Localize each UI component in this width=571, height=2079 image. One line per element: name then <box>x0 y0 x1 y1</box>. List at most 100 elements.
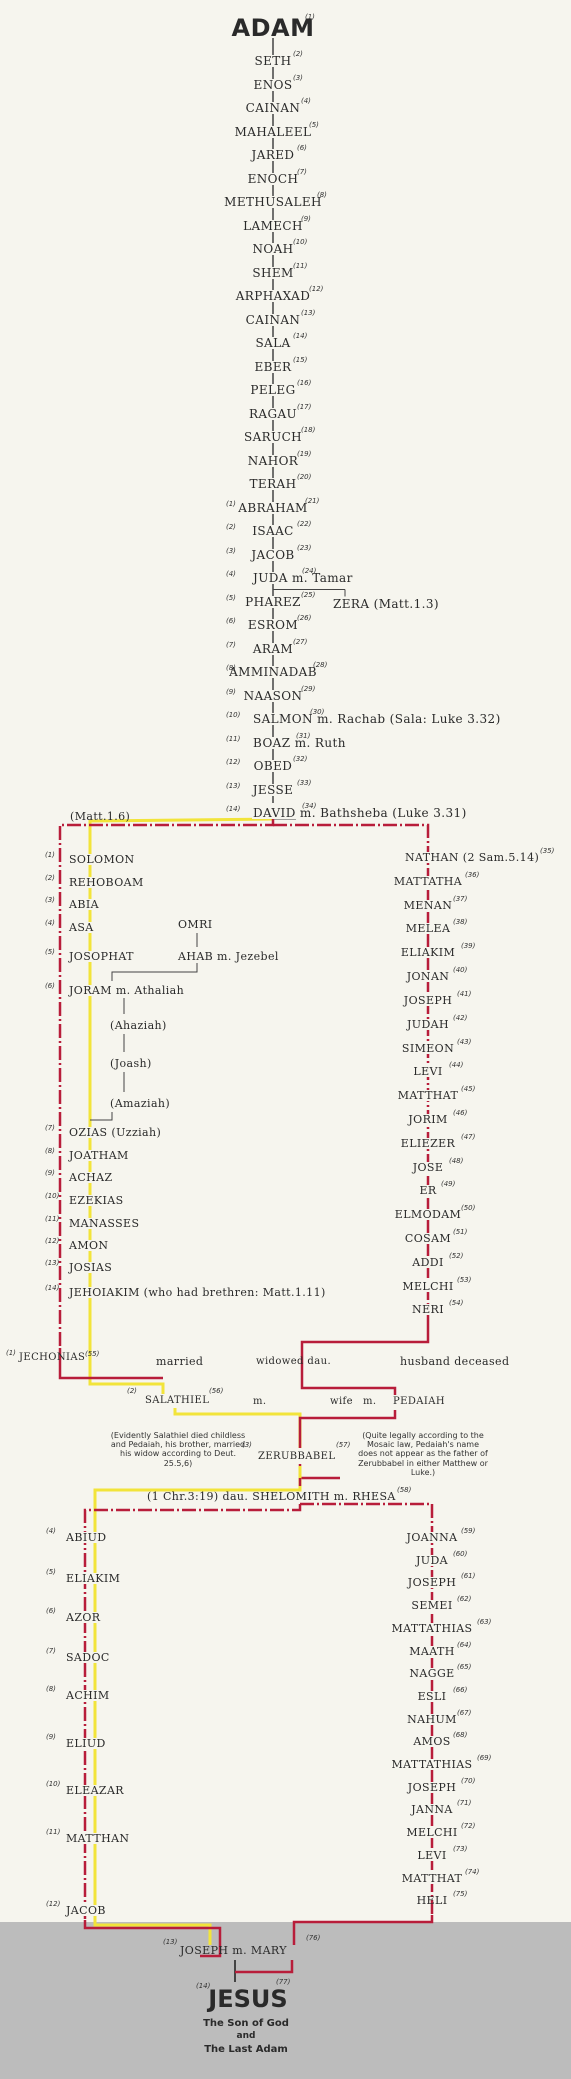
subtitle-last-adam: The Last Adam <box>204 2044 288 2055</box>
person-num-18: (20) <box>297 473 312 481</box>
luke-line-1: JUDA <box>415 1553 449 1567</box>
person-lnum-20: (2) <box>226 523 236 531</box>
matthew-line-7: MATTHAN <box>66 1832 130 1845</box>
red-line-nathan <box>273 823 430 1318</box>
nathan-line-14: ER <box>419 1184 437 1197</box>
nathan-line-num-18: (53) <box>457 1276 472 1284</box>
luke-line-num-7: (66) <box>453 1685 468 1694</box>
nathan-line-0: NATHAN (2 Sam.5.14) <box>405 851 540 864</box>
person-lnum-22: (4) <box>226 570 236 578</box>
zerubbabel-lnum: (3) <box>242 1441 252 1449</box>
matthew-line-num-5: (9) <box>46 1733 56 1741</box>
nathan-line-num-7: (42) <box>453 1014 468 1022</box>
person-31: JESSE <box>251 782 295 797</box>
person-10: ARPHAXAD <box>234 289 312 303</box>
person-num-10: (12) <box>309 285 324 293</box>
nathan-line-num-19: (54) <box>449 1299 464 1307</box>
person-num-6: (8) <box>317 191 327 199</box>
solomon-line-0: SOLOMON <box>69 853 135 866</box>
nathan-line-num-0: (35) <box>540 847 555 855</box>
luke-line-num-3: (62) <box>457 1595 472 1604</box>
matthew-line-1: ELIAKIM <box>66 1572 121 1585</box>
person-11: CAINAN <box>244 312 302 327</box>
nathan-line-3: MELEA <box>405 922 451 935</box>
person-num-12: (14) <box>293 332 308 340</box>
nathan-line-15: ELMODAM <box>394 1208 462 1221</box>
matthew-line-num-8: (12) <box>46 1900 61 1908</box>
nathan-line-16: COSAM <box>404 1232 452 1245</box>
nathan-line-12: ELIEZER <box>400 1137 456 1150</box>
luke-line-num-16: (75) <box>453 1890 468 1899</box>
person-18: TERAH <box>248 477 298 491</box>
person-13: EBER <box>253 359 293 374</box>
nathan-line-11: JORIM <box>408 1113 448 1126</box>
bottom-band <box>0 1922 571 2079</box>
note-pedaiah: (Quite legally according to the Mosaic l… <box>358 1431 488 1477</box>
person-lnum-23: (5) <box>226 593 236 602</box>
luke-line-12: JANNA <box>411 1803 453 1817</box>
person-num-1: (3) <box>293 73 303 82</box>
person-7: LAMECH <box>242 218 304 233</box>
person-lnum-25: (7) <box>226 640 236 649</box>
luke-line-7: ESLI <box>417 1689 447 1703</box>
matt-reference: (Matt.1.6) <box>70 810 131 823</box>
solomon-line-num-3: (4) <box>45 919 55 927</box>
jesus-lnum: (14) <box>196 1982 211 1990</box>
omitted-king-1: (Joash) <box>110 1057 152 1070</box>
person-27: NAASON <box>242 688 304 703</box>
person-29: BOAZ m. Ruth <box>252 735 347 750</box>
person-24: ESROM <box>246 618 300 632</box>
person-19: ABRAHAM <box>237 500 309 515</box>
person-26: AMMINADAB <box>228 665 318 679</box>
matthew-line-num-7: (11) <box>46 1828 61 1836</box>
luke-line-16: HELI <box>416 1894 448 1908</box>
nathan-line-num-16: (51) <box>453 1228 468 1236</box>
solomon-line-4: JOSOPHAT <box>69 950 134 963</box>
luke-line-num-2: (61) <box>461 1572 476 1581</box>
person-num-31: (33) <box>297 778 312 787</box>
solomon-line-3: ASA <box>69 921 94 934</box>
omitted-king-2: (Amaziah) <box>110 1097 171 1110</box>
luke-line-8: NAHUM <box>407 1712 457 1726</box>
person-num-2: (4) <box>301 97 311 105</box>
matthew-line-4: ACHIM <box>66 1689 110 1702</box>
person-32: DAVID m. Bathsheba (Luke 3.31) <box>252 806 468 820</box>
luke-line-num-1: (60) <box>453 1549 468 1558</box>
subtitle-and: and <box>236 2031 256 2041</box>
nathan-line-num-3: (38) <box>453 918 468 926</box>
solomon-line-num-5: (6) <box>45 982 55 990</box>
red-line-neri-pedaiah <box>300 1318 430 1395</box>
jesus-num: (77) <box>276 1978 291 1986</box>
ahab-joram-line <box>111 963 198 981</box>
luke-line-num-6: (65) <box>457 1663 472 1672</box>
solomon-line-num-9: (10) <box>45 1192 60 1200</box>
person-16: SARUCH <box>242 430 304 444</box>
solomon-line-num-8: (9) <box>45 1169 55 1177</box>
rhesa-num: (58) <box>397 1486 412 1494</box>
solomon-line-num-6: (7) <box>45 1124 55 1132</box>
title-adam: ADAM <box>231 14 315 42</box>
nathan-line-num-15: (50) <box>461 1204 476 1212</box>
solomon-line-5: JORAM m. Athaliah <box>69 984 185 997</box>
person-lnum-32: (14) <box>226 805 241 813</box>
person-lnum-26: (8) <box>226 664 236 672</box>
luke-line-num-14: (73) <box>453 1844 468 1853</box>
note-salathiel: (Evidently Salathiel died childless and … <box>110 1431 246 1468</box>
person-25: ARAM <box>251 641 295 656</box>
person-12: SALA <box>254 336 292 350</box>
luke-line-num-4: (63) <box>477 1617 492 1626</box>
nathan-line-5: JONAN <box>406 970 450 983</box>
yellow-line-solomon <box>88 817 274 1348</box>
person-num-11: (13) <box>301 308 316 317</box>
nathan-line-2: MENAN <box>403 899 453 912</box>
solomon-line-num-13: (14) <box>45 1284 60 1292</box>
nathan-line-4: ELIAKIM <box>400 946 456 959</box>
person-28: SALMON m. Rachab (Sala: Luke 3.32) <box>252 712 502 726</box>
luke-line-num-0: (59) <box>461 1527 476 1535</box>
person-20: ISAAC <box>251 524 295 538</box>
person-23: PHAREZ <box>244 594 302 609</box>
luke-line-11: JOSEPH <box>407 1780 457 1794</box>
shelomith-rhesa: (1 Chr.3:19) dau. SHELOMITH m. RHESA <box>147 1490 396 1503</box>
person-lnum-19: (1) <box>226 499 236 508</box>
m-label-1: m. <box>253 1396 267 1407</box>
